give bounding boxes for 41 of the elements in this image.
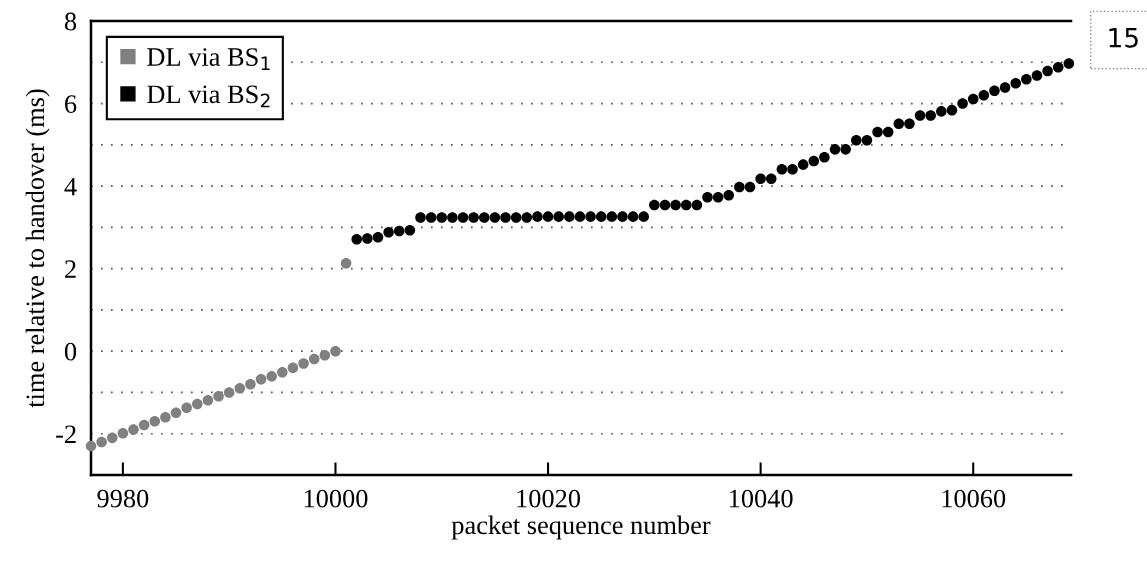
point bbox=[138, 419, 150, 431]
point bbox=[266, 371, 277, 382]
point bbox=[181, 402, 192, 413]
point bbox=[287, 362, 299, 373]
point bbox=[223, 387, 235, 398]
y-axis-title: time relative to handover (ms) bbox=[25, 89, 50, 408]
point bbox=[160, 411, 171, 423]
point bbox=[202, 395, 214, 406]
x-tick-label: 10020 bbox=[517, 489, 581, 508]
point bbox=[192, 398, 203, 410]
y-tick-label: 2 bbox=[65, 260, 76, 278]
text: 15 bbox=[1109, 28, 1138, 48]
point bbox=[255, 373, 267, 385]
legend-label: DL via BS$_{1}$ bbox=[147, 48, 270, 70]
y-tick-label: 8 bbox=[64, 12, 77, 31]
point bbox=[234, 383, 246, 394]
point bbox=[106, 432, 118, 444]
point bbox=[340, 257, 352, 269]
point bbox=[213, 390, 224, 402]
x-tick-label: 10060 bbox=[942, 489, 1006, 508]
point bbox=[308, 353, 320, 365]
point bbox=[277, 366, 288, 378]
point bbox=[245, 378, 256, 390]
point bbox=[96, 436, 107, 448]
y-tick-label: 6 bbox=[65, 95, 77, 113]
point bbox=[85, 440, 97, 452]
point bbox=[149, 416, 161, 427]
y-tick-label: 0 bbox=[64, 342, 77, 361]
y-tick-label: -2 bbox=[56, 425, 76, 443]
x-tick-label: 10040 bbox=[729, 489, 793, 508]
x-axis-title: packet sequence number bbox=[451, 515, 711, 540]
legend-label: DL via BS$_{2}$ bbox=[147, 85, 270, 108]
y-tick-label: 4 bbox=[64, 177, 77, 196]
point bbox=[128, 424, 139, 435]
x-tick-label: 10000 bbox=[304, 489, 368, 508]
point bbox=[298, 358, 309, 369]
x-tick-label: 9980 bbox=[97, 489, 149, 508]
point bbox=[319, 350, 331, 361]
point bbox=[117, 428, 129, 439]
point bbox=[170, 407, 182, 418]
point bbox=[330, 345, 341, 357]
